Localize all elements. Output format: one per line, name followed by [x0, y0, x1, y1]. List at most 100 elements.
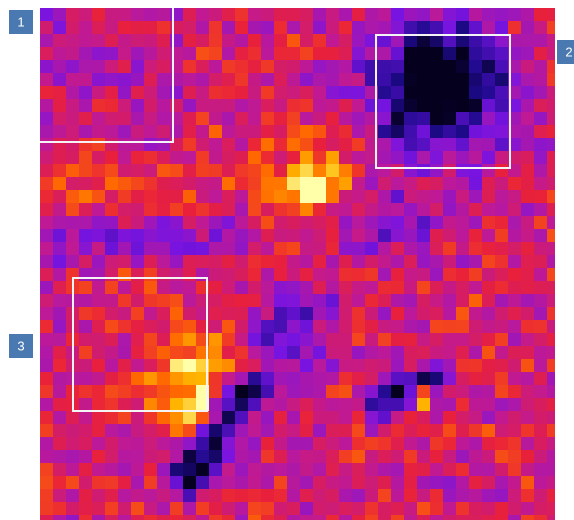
pixel	[209, 34, 222, 47]
pixel	[300, 86, 313, 99]
pixel	[196, 476, 209, 489]
pixel	[443, 86, 456, 99]
pixel	[417, 294, 430, 307]
pixel	[547, 385, 560, 398]
pixel	[443, 8, 456, 21]
pixel	[131, 398, 144, 411]
pixel	[66, 60, 79, 73]
pixel	[313, 216, 326, 229]
pixel	[222, 112, 235, 125]
pixel	[547, 515, 560, 520]
pixel	[313, 99, 326, 112]
pixel	[352, 73, 365, 86]
pixel	[547, 398, 560, 411]
pixel	[274, 398, 287, 411]
pixel	[196, 190, 209, 203]
pixel	[417, 112, 430, 125]
pixel	[79, 320, 92, 333]
pixel	[131, 359, 144, 372]
pixel	[339, 86, 352, 99]
pixel	[157, 372, 170, 385]
pixel	[534, 281, 547, 294]
pixel	[521, 424, 534, 437]
pixel	[105, 463, 118, 476]
pixel	[40, 151, 53, 164]
pixel	[339, 450, 352, 463]
pixel	[521, 125, 534, 138]
pixel	[170, 502, 183, 515]
pixel	[508, 359, 521, 372]
pixel	[456, 463, 469, 476]
pixel	[365, 333, 378, 346]
pixel	[235, 164, 248, 177]
pixel	[274, 255, 287, 268]
pixel	[365, 177, 378, 190]
pixel	[378, 216, 391, 229]
pixel	[378, 489, 391, 502]
pixel	[157, 34, 170, 47]
pixel	[469, 138, 482, 151]
pixel	[40, 34, 53, 47]
pixel	[456, 112, 469, 125]
pixel	[482, 125, 495, 138]
pixel	[261, 372, 274, 385]
pixel	[404, 112, 417, 125]
pixel	[417, 190, 430, 203]
pixel	[287, 138, 300, 151]
pixel	[183, 73, 196, 86]
pixel	[248, 515, 261, 520]
pixel	[196, 8, 209, 21]
pixel	[521, 216, 534, 229]
pixel	[274, 515, 287, 520]
pixel	[79, 359, 92, 372]
pixel	[209, 255, 222, 268]
pixel	[235, 398, 248, 411]
pixel	[313, 294, 326, 307]
pixel	[53, 476, 66, 489]
pixel	[118, 268, 131, 281]
pixel	[261, 489, 274, 502]
pixel	[235, 112, 248, 125]
pixel	[326, 333, 339, 346]
pixel	[378, 385, 391, 398]
pixel	[313, 385, 326, 398]
pixel	[521, 385, 534, 398]
pixel	[508, 346, 521, 359]
pixel	[53, 8, 66, 21]
pixel	[378, 515, 391, 520]
pixel	[183, 34, 196, 47]
pixel	[495, 424, 508, 437]
pixel	[417, 177, 430, 190]
pixel	[274, 333, 287, 346]
pixel	[287, 177, 300, 190]
pixel	[40, 99, 53, 112]
pixel	[404, 372, 417, 385]
pixel	[235, 476, 248, 489]
pixel	[482, 307, 495, 320]
pixel	[222, 463, 235, 476]
pixel	[443, 502, 456, 515]
pixel	[313, 34, 326, 47]
pixel	[261, 21, 274, 34]
pixel	[274, 60, 287, 73]
pixel	[391, 437, 404, 450]
pixel	[547, 372, 560, 385]
pixel	[209, 281, 222, 294]
pixel	[469, 346, 482, 359]
pixel	[443, 73, 456, 86]
pixel	[144, 34, 157, 47]
pixel	[53, 47, 66, 60]
pixel	[222, 164, 235, 177]
pixel	[339, 307, 352, 320]
pixel	[300, 294, 313, 307]
pixel	[443, 177, 456, 190]
pixel	[430, 125, 443, 138]
pixel	[495, 385, 508, 398]
pixel	[92, 437, 105, 450]
pixel	[274, 125, 287, 138]
pixel	[495, 138, 508, 151]
pixel	[274, 372, 287, 385]
pixel	[53, 34, 66, 47]
pixel	[521, 8, 534, 21]
pixel	[443, 307, 456, 320]
